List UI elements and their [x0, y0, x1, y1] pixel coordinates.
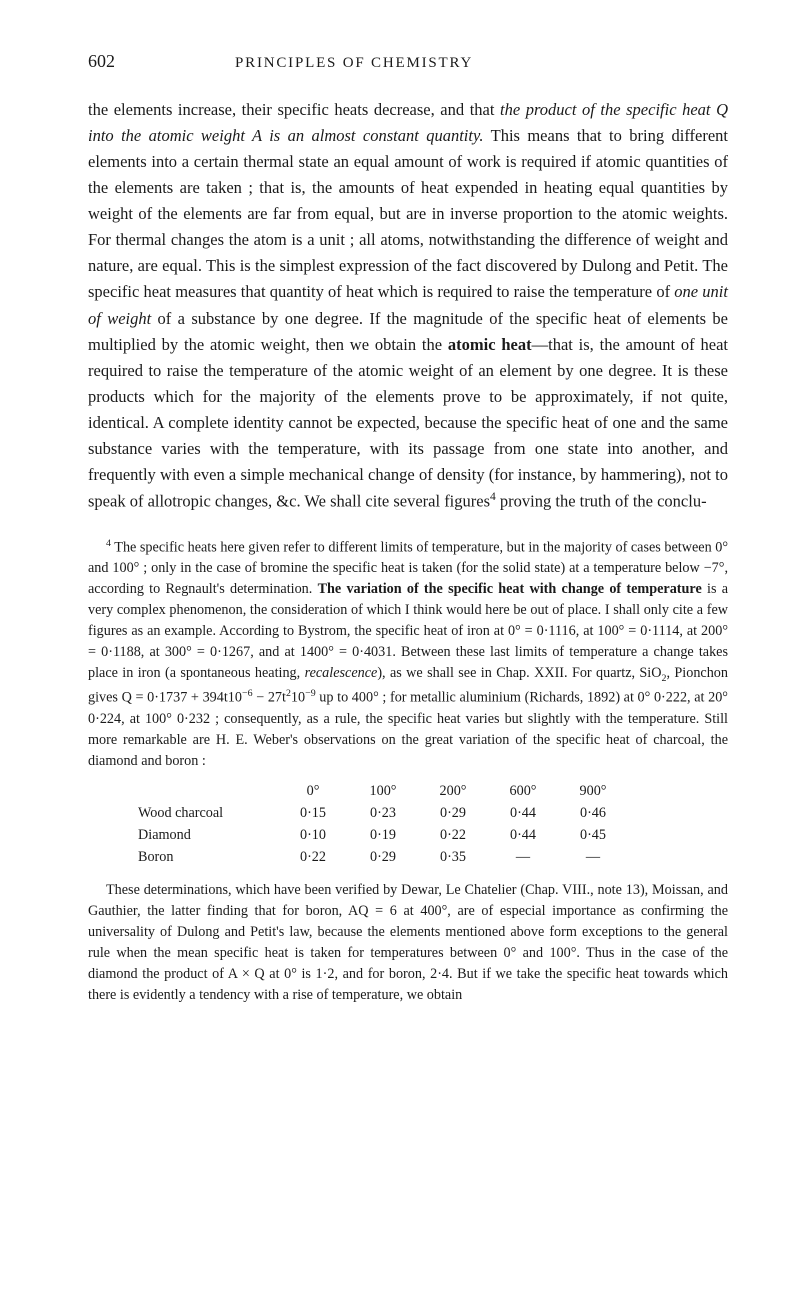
table-cell: — — [488, 846, 558, 868]
table-cell: 0·19 — [348, 824, 418, 846]
table-header-row: 0° 100° 200° 600° 900° — [88, 780, 728, 802]
table-header-cell: 0° — [278, 780, 348, 802]
body-text-run: the elements increase, their specific he… — [88, 100, 500, 119]
table-row-label: Boron — [88, 846, 278, 868]
page-header: 602 PRINCIPLES OF CHEMISTRY — [88, 48, 728, 75]
table-cell: 0·10 — [278, 824, 348, 846]
running-title: PRINCIPLES OF CHEMISTRY — [235, 52, 473, 75]
table-row: Wood charcoal 0·15 0·23 0·29 0·44 0·46 — [88, 802, 728, 824]
footnote-paragraph: These determinations, which have been ve… — [88, 880, 728, 1006]
table-header-cell: 600° — [488, 780, 558, 802]
body-text-run: proving the truth of the conclu- — [496, 491, 707, 510]
table-row-label: Diamond — [88, 824, 278, 846]
body-paragraph: the elements increase, their specific he… — [88, 97, 728, 515]
table-row: Diamond 0·10 0·19 0·22 0·44 0·45 — [88, 824, 728, 846]
table-cell: 0·44 — [488, 824, 558, 846]
body-text-run: —that is, the amount of heat required to… — [88, 335, 728, 511]
table-cell: 0·29 — [348, 846, 418, 868]
footnote-text-run: − 27t — [253, 690, 286, 706]
superscript: −9 — [305, 688, 316, 699]
table-row: Boron 0·22 0·29 0·35 — — — [88, 846, 728, 868]
table-cell: 0·23 — [348, 802, 418, 824]
footnote-text-italic: recalescence — [305, 665, 378, 681]
body-text-bold: atomic heat — [448, 335, 532, 354]
table-cell: 0·22 — [418, 824, 488, 846]
footnote-table: 0° 100° 200° 600° 900° Wood charcoal 0·1… — [88, 780, 728, 868]
table-header-cell: 900° — [558, 780, 628, 802]
table-row-label: Wood charcoal — [88, 802, 278, 824]
footnote-text-bold: The variation of the specific heat with … — [318, 581, 702, 597]
superscript: −6 — [242, 688, 253, 699]
table-label-blank — [88, 780, 278, 802]
table-cell: 0·15 — [278, 802, 348, 824]
table-cell: — — [558, 846, 628, 868]
body-text-run: This means that to bring different eleme… — [88, 126, 728, 301]
table-cell: 0·44 — [488, 802, 558, 824]
body-text: the elements increase, their specific he… — [88, 97, 728, 515]
table-header-cell: 100° — [348, 780, 418, 802]
table-cell: 0·45 — [558, 824, 628, 846]
table-cell: 0·29 — [418, 802, 488, 824]
footnote-text-run: 10 — [291, 690, 305, 706]
footnote-block: 4 The specific heats here given refer to… — [88, 537, 728, 1006]
footnote-text-run: These determinations, which have been ve… — [88, 882, 728, 1003]
footnote-paragraph: 4 The specific heats here given refer to… — [88, 537, 728, 772]
table-header-cell: 200° — [418, 780, 488, 802]
page-number: 602 — [88, 48, 115, 75]
table-cell: 0·35 — [418, 846, 488, 868]
table-cell: 0·22 — [278, 846, 348, 868]
table-cell: 0·46 — [558, 802, 628, 824]
footnote-text-run: ), as we shall see in Chap. XXII. For qu… — [377, 665, 661, 681]
